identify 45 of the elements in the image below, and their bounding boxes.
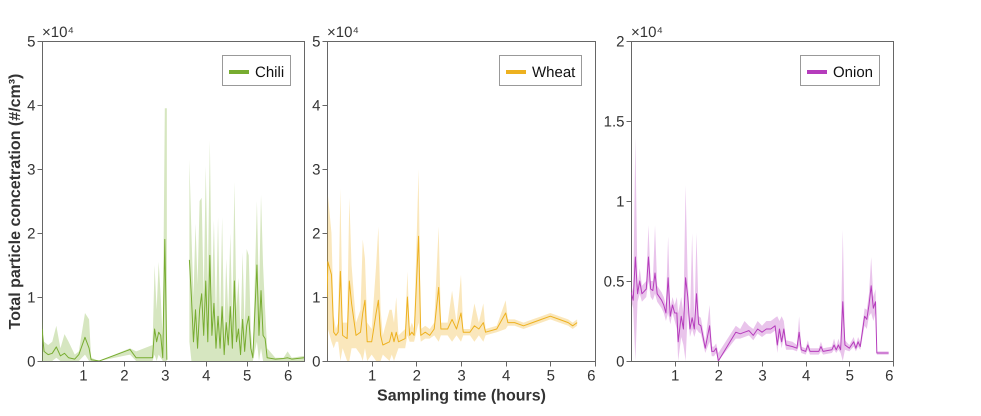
y-tick-label: 0	[312, 354, 320, 370]
x-tick-label: 3	[758, 368, 767, 384]
x-tick-label: 2	[714, 368, 724, 384]
y-tick-label: 1	[312, 290, 320, 306]
y-tick-label: 1	[616, 194, 624, 210]
y-tick-label: 2	[27, 226, 36, 242]
y-tick-label: 1	[27, 290, 36, 306]
line-series	[327, 236, 578, 346]
legend-label: Onion	[833, 64, 874, 81]
x-tick-label: 5	[243, 368, 252, 384]
x-tick-label: 4	[202, 368, 210, 384]
x-tick-label: 4	[802, 368, 810, 384]
legend-label: Chili	[255, 64, 284, 81]
x-tick-label: 1	[79, 368, 88, 384]
x-tick-label: 2	[120, 368, 129, 384]
text: ×10⁴	[631, 24, 663, 41]
y-tick-label: 0	[616, 354, 624, 370]
x-tick-label: 3	[161, 368, 170, 384]
line-series	[631, 256, 890, 361]
y-tick-label: 3	[312, 162, 320, 178]
x-tick-label: 5	[846, 368, 854, 384]
x-tick-label: 6	[587, 368, 596, 384]
text: ×10⁴	[327, 24, 359, 41]
y-tick-label: 5	[27, 34, 36, 50]
y-tick-label: 0	[27, 354, 36, 370]
legend-label: Wheat	[532, 64, 576, 81]
text: ×10⁴	[42, 24, 74, 41]
x-tick-label: 1	[368, 368, 376, 384]
x-tick-label: 4	[502, 368, 510, 384]
x-tick-label: 6	[885, 368, 894, 384]
y-tick-label: 4	[312, 98, 320, 114]
y-tick-label: 5	[312, 34, 320, 50]
y-tick-label: 1.5	[604, 114, 624, 130]
y-tick-label: 4	[27, 98, 36, 114]
y-tick-label: 2	[616, 34, 624, 50]
y-tick-label: 3	[27, 162, 36, 178]
x-tick-label: 6	[284, 368, 292, 384]
x-axis-title: Sampling time (hours)	[377, 388, 546, 404]
x-tick-label: 2	[412, 368, 422, 384]
y-axis-title: Total particle concetration (#/cm³)	[7, 74, 24, 330]
x-tick-label: 1	[670, 368, 680, 384]
x-tick-label: 5	[546, 368, 556, 384]
y-tick-label: 0.5	[604, 274, 624, 290]
x-tick-label: 3	[457, 368, 466, 384]
y-tick-label: 2	[312, 226, 320, 242]
